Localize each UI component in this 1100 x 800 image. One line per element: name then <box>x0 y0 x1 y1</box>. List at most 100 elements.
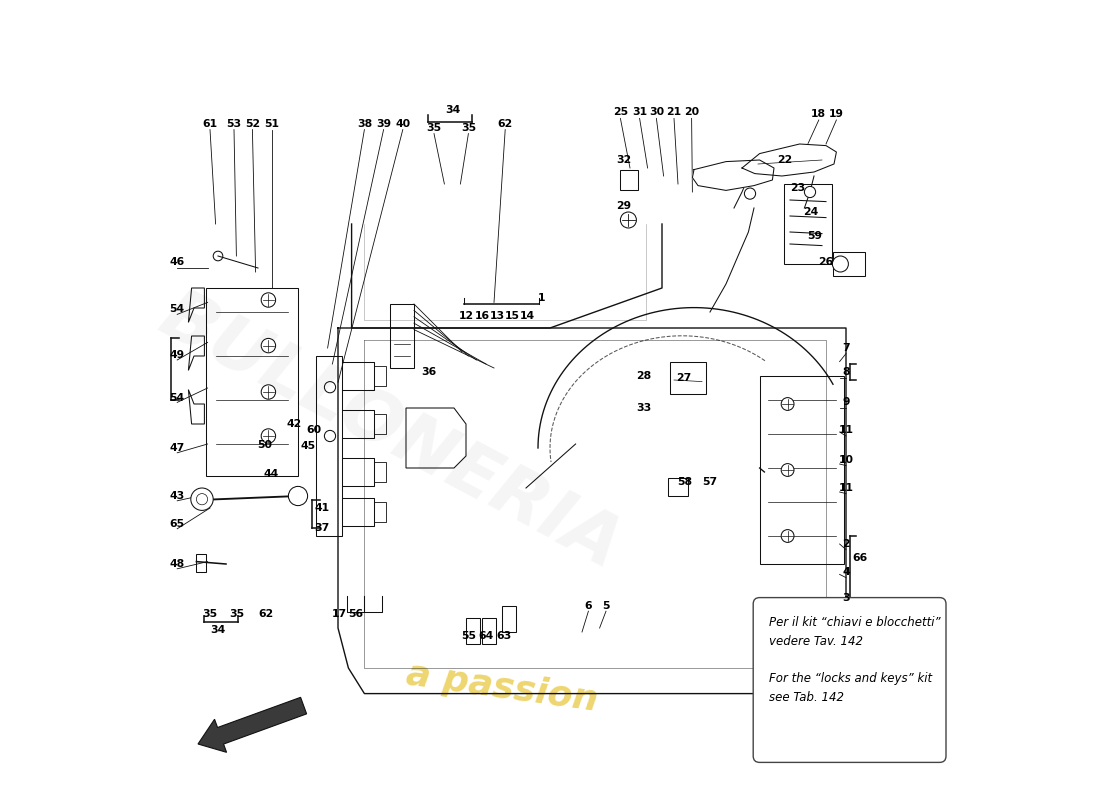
Circle shape <box>261 338 276 353</box>
Text: 24: 24 <box>803 207 818 217</box>
Text: 3: 3 <box>843 594 850 603</box>
Text: For the “locks and keys” kit
see Tab. 142: For the “locks and keys” kit see Tab. 14… <box>769 672 933 704</box>
Text: 31: 31 <box>632 107 647 117</box>
Text: 26: 26 <box>818 258 834 267</box>
Bar <box>197 554 206 572</box>
Circle shape <box>261 293 276 307</box>
Text: 40: 40 <box>395 119 410 129</box>
FancyArrow shape <box>198 698 307 752</box>
Text: 39: 39 <box>376 119 392 129</box>
Circle shape <box>781 530 794 542</box>
Polygon shape <box>692 160 774 190</box>
Text: 61: 61 <box>202 119 218 129</box>
Text: 19: 19 <box>829 109 844 118</box>
Circle shape <box>781 464 794 476</box>
Text: 56: 56 <box>348 609 363 618</box>
Text: 38: 38 <box>356 119 372 129</box>
Circle shape <box>745 188 756 199</box>
Text: 35: 35 <box>427 123 441 133</box>
Circle shape <box>261 429 276 443</box>
Text: 48: 48 <box>169 559 185 569</box>
Bar <box>390 304 414 368</box>
Bar <box>620 170 638 190</box>
Text: 50: 50 <box>257 440 272 450</box>
Text: 23: 23 <box>791 183 805 193</box>
Text: 58: 58 <box>676 478 692 487</box>
Text: 34: 34 <box>444 106 460 115</box>
Text: 45: 45 <box>300 441 316 450</box>
Text: 53: 53 <box>227 119 242 129</box>
Text: 35: 35 <box>461 123 476 133</box>
Circle shape <box>190 488 213 510</box>
Bar <box>833 252 866 276</box>
Text: 20: 20 <box>684 107 700 117</box>
Bar <box>316 356 342 536</box>
Text: a passion: a passion <box>404 658 601 718</box>
Polygon shape <box>742 144 836 176</box>
Bar <box>466 618 481 644</box>
Text: 16: 16 <box>474 311 490 321</box>
Text: 49: 49 <box>169 350 185 360</box>
Text: BULLONERIA: BULLONERIA <box>147 281 632 583</box>
Text: Per il kit “chiavi e blocchetti”
vedere Tav. 142: Per il kit “chiavi e blocchetti” vedere … <box>769 616 940 648</box>
Text: 33: 33 <box>636 403 651 413</box>
Text: 13: 13 <box>490 311 505 321</box>
Text: 57: 57 <box>703 478 717 487</box>
Circle shape <box>804 186 815 198</box>
Text: 35: 35 <box>202 610 218 619</box>
Text: 46: 46 <box>169 258 185 267</box>
Text: 51: 51 <box>264 119 279 129</box>
Text: 54: 54 <box>169 304 185 314</box>
Text: 37: 37 <box>315 523 330 533</box>
Bar <box>760 376 845 564</box>
Text: 60: 60 <box>307 425 321 434</box>
Text: 25: 25 <box>613 107 628 117</box>
Text: 29: 29 <box>616 202 631 211</box>
Text: 10: 10 <box>838 455 854 465</box>
Text: 18: 18 <box>812 109 826 118</box>
Text: 66: 66 <box>852 554 868 563</box>
Text: 47: 47 <box>169 443 185 453</box>
Text: 9: 9 <box>843 398 849 407</box>
Text: 65: 65 <box>169 519 185 529</box>
Text: 52: 52 <box>245 119 260 129</box>
Circle shape <box>261 385 276 399</box>
Text: 11: 11 <box>838 483 854 493</box>
Text: 17: 17 <box>332 609 348 618</box>
Text: 8: 8 <box>843 367 849 377</box>
Text: 59: 59 <box>807 231 823 241</box>
Text: 11: 11 <box>838 426 854 435</box>
Text: 4: 4 <box>843 567 850 577</box>
Text: 63: 63 <box>496 631 512 641</box>
Text: 34: 34 <box>210 625 225 634</box>
Text: 55: 55 <box>461 631 476 641</box>
Text: 27: 27 <box>676 373 691 382</box>
Circle shape <box>833 256 848 272</box>
Text: 2: 2 <box>843 539 850 549</box>
Bar <box>670 362 706 394</box>
Bar <box>783 184 832 264</box>
Text: 44: 44 <box>264 469 279 478</box>
Text: 32: 32 <box>616 155 631 165</box>
Text: 22: 22 <box>777 155 792 165</box>
Text: 62: 62 <box>497 119 513 129</box>
Text: 1: 1 <box>538 294 546 303</box>
Circle shape <box>781 398 794 410</box>
Text: 6: 6 <box>584 601 592 610</box>
Bar <box>669 478 689 496</box>
Bar <box>482 618 496 644</box>
FancyBboxPatch shape <box>754 598 946 762</box>
Circle shape <box>288 486 308 506</box>
Bar <box>502 606 516 632</box>
Text: 15: 15 <box>505 311 520 321</box>
Bar <box>206 288 298 476</box>
Text: 5: 5 <box>603 601 609 610</box>
Text: 35: 35 <box>229 610 244 619</box>
Text: 41: 41 <box>315 503 330 513</box>
Text: 7: 7 <box>843 343 850 353</box>
Text: 42: 42 <box>286 419 301 429</box>
Text: 64: 64 <box>478 631 494 641</box>
Text: 54: 54 <box>169 393 185 402</box>
Text: 62: 62 <box>258 610 274 619</box>
Text: 21: 21 <box>667 107 682 117</box>
